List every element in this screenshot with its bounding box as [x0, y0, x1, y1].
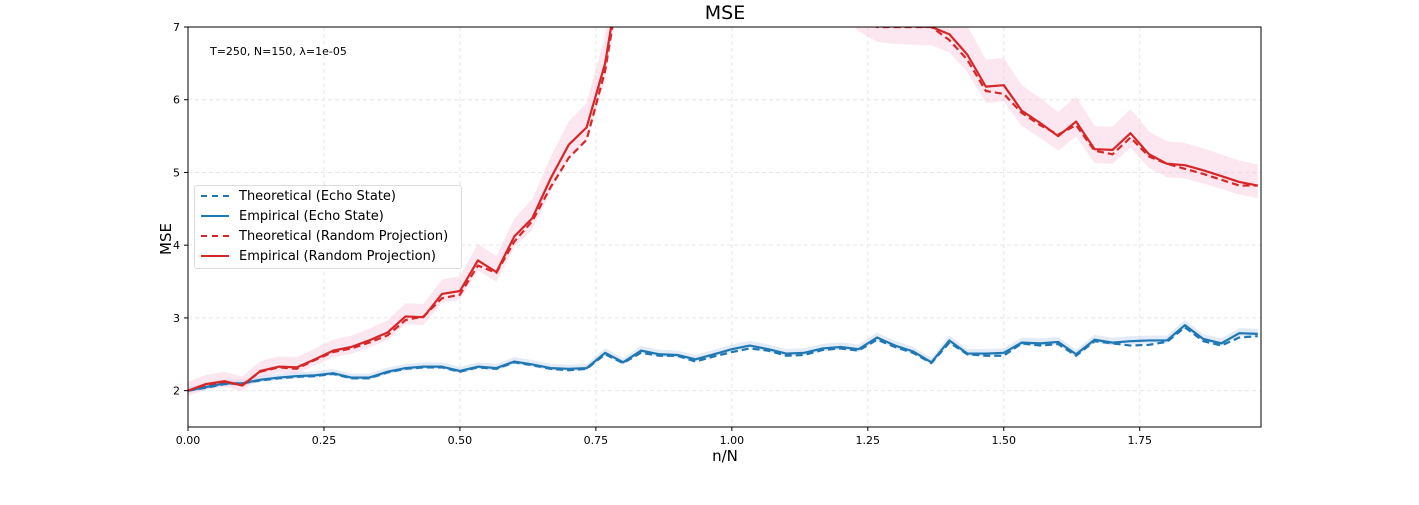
svg-text:1.75: 1.75: [1127, 434, 1152, 447]
parameter-annotation: T=250, N=150, λ=1e-05: [210, 45, 347, 58]
svg-text:0.50: 0.50: [448, 434, 473, 447]
svg-text:0.00: 0.00: [176, 434, 201, 447]
svg-text:2: 2: [173, 385, 180, 398]
svg-text:1.25: 1.25: [856, 434, 881, 447]
svg-text:7: 7: [173, 21, 180, 34]
solid-line-icon: [201, 255, 229, 257]
svg-text:5: 5: [173, 166, 180, 179]
dashed-line-icon: [201, 235, 229, 237]
svg-text:1.50: 1.50: [992, 434, 1017, 447]
svg-text:4: 4: [173, 239, 180, 252]
legend-item: Theoretical (Echo State): [195, 186, 461, 206]
legend-item: Empirical (Random Projection): [195, 246, 461, 266]
legend-item: Empirical (Echo State): [195, 206, 461, 226]
legend-label: Theoretical (Random Projection): [239, 228, 449, 244]
solid-line-icon: [201, 215, 229, 217]
svg-text:1.00: 1.00: [720, 434, 745, 447]
x-axis-label: n/N: [712, 447, 738, 465]
legend: Theoretical (Echo State) Empirical (Echo…: [194, 185, 462, 269]
y-axis-label: MSE: [156, 223, 175, 255]
svg-text:6: 6: [173, 94, 180, 107]
svg-text:0.25: 0.25: [312, 434, 337, 447]
dashed-line-icon: [201, 195, 229, 197]
svg-text:3: 3: [173, 312, 180, 325]
legend-label: Empirical (Random Projection): [239, 248, 436, 264]
legend-label: Theoretical (Echo State): [239, 188, 396, 204]
svg-text:0.75: 0.75: [584, 434, 609, 447]
legend-item: Theoretical (Random Projection): [195, 226, 461, 246]
legend-label: Empirical (Echo State): [239, 208, 384, 224]
chart-title: MSE: [704, 2, 746, 24]
